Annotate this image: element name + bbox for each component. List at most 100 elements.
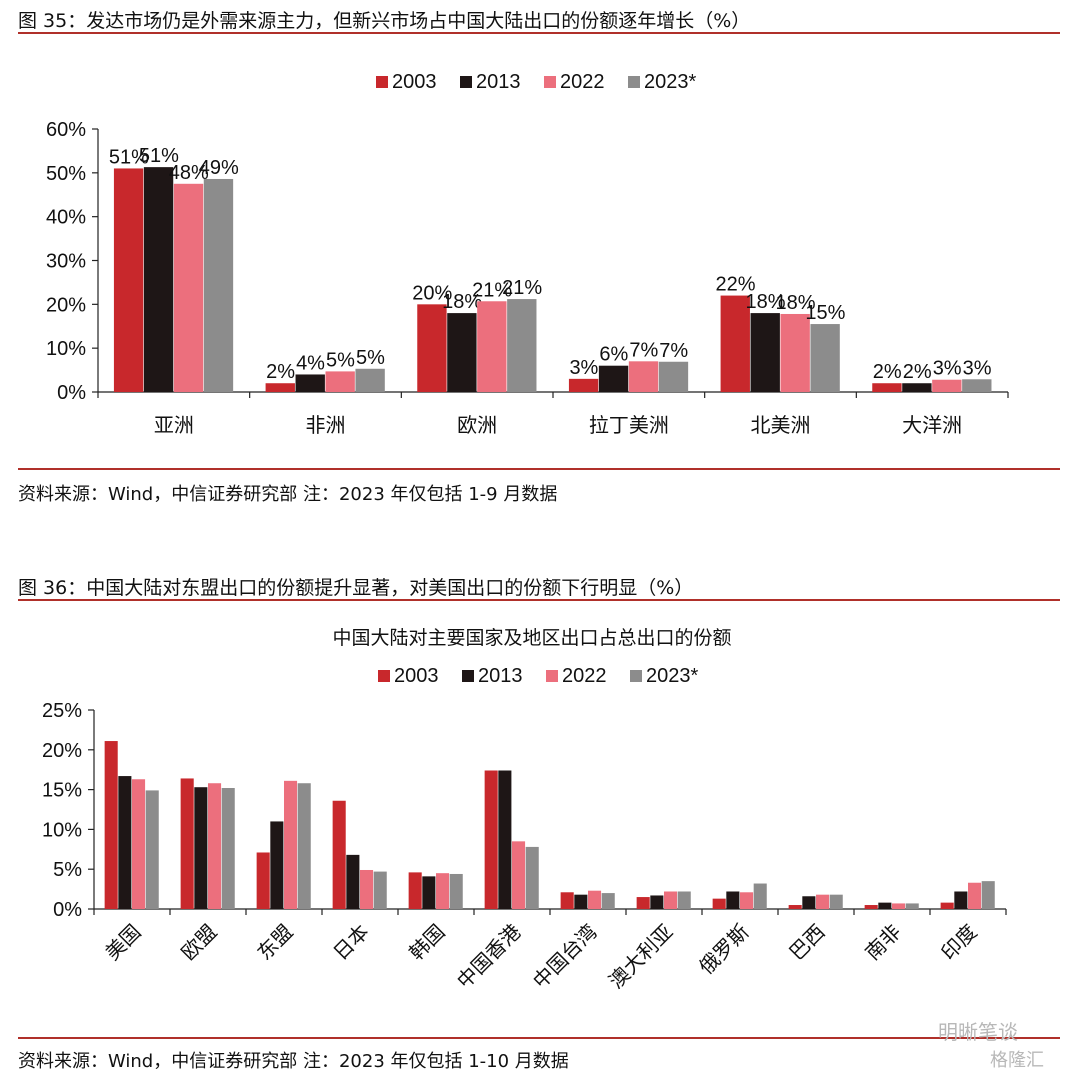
category-label-韩国: 韩国: [404, 920, 449, 965]
data-label-欧洲-2022: 21%: [472, 279, 512, 301]
bar-拉丁美洲-2013: [598, 365, 629, 392]
bar-巴西-2023*: [829, 894, 843, 909]
bar-巴西-2013: [802, 896, 816, 909]
bar-亚洲-2003: [113, 168, 144, 392]
category-label-澳大利亚: 澳大利亚: [604, 920, 678, 994]
figure-35-source: 资料来源：Wind，中信证券研究部 注：2023 年仅包括 1-9 月数据: [18, 484, 558, 505]
y-tick-label: 40%: [46, 207, 86, 229]
category-label-俄罗斯: 俄罗斯: [694, 920, 753, 979]
bar-东盟-2013: [270, 821, 284, 909]
figure-36-title: 图 36：中国大陆对东盟出口的份额提升显著，对美国出口的份额下行明显（%）: [18, 577, 694, 599]
bar-中国香港-2013: [498, 770, 512, 909]
data-label-非洲-2013: 4%: [296, 352, 325, 374]
bar-巴西-2022: [816, 894, 830, 909]
category-label-欧盟: 欧盟: [176, 920, 221, 965]
bar-韩国-2023*: [449, 873, 463, 909]
category-label-美国: 美国: [100, 920, 145, 965]
legend-swatch-2003: [376, 76, 388, 88]
data-label-拉丁美洲-2023*: 7%: [659, 340, 688, 362]
data-label-拉丁美洲-2003: 3%: [569, 357, 598, 379]
bar-欧洲-2022: [477, 301, 507, 392]
figure-36-source: 资料来源：Wind，中信证券研究部 注：2023 年仅包括 1-10 月数据: [18, 1051, 569, 1072]
bar-中国香港-2023*: [525, 846, 539, 909]
data-label-欧洲-2003: 20%: [412, 282, 452, 304]
bar-非洲-2003: [265, 383, 295, 392]
legend-label-2023*: 2023*: [646, 665, 698, 687]
bar-非洲-2023*: [355, 368, 385, 392]
figure-36-bottom-rule: [18, 1037, 1060, 1039]
legend-label-2022: 2022: [562, 665, 607, 687]
legend-swatch-2023*: [630, 670, 642, 682]
figure-35-top-rule: [18, 32, 1060, 34]
bar-拉丁美洲-2003: [568, 378, 599, 392]
bar-中国台湾-2023*: [601, 893, 615, 909]
bar-俄罗斯-2003: [712, 898, 726, 909]
bar-俄罗斯-2023*: [753, 883, 767, 909]
y-tick-label: 15%: [42, 780, 82, 802]
figure-36-top-rule: [18, 599, 1060, 601]
bar-拉丁美洲-2023*: [658, 361, 689, 392]
legend-label-2003: 2003: [392, 71, 437, 93]
bar-欧盟-2023*: [221, 788, 235, 909]
bar-俄罗斯-2022: [740, 892, 754, 909]
bar-印度-2013: [954, 891, 968, 909]
category-label-南非: 南非: [860, 920, 905, 965]
legend-swatch-2003: [378, 670, 390, 682]
data-label-非洲-2003: 2%: [266, 361, 295, 383]
legend-swatch-2013: [460, 76, 472, 88]
legend-label-2013: 2013: [478, 665, 523, 687]
data-label-北美洲-2023*: 15%: [805, 302, 845, 324]
category-label-北美洲: 北美洲: [751, 413, 811, 437]
data-label-大洋洲-2022: 3%: [933, 358, 962, 380]
category-label-日本: 日本: [328, 920, 373, 965]
y-tick-label: 10%: [42, 819, 82, 841]
bar-韩国-2022: [436, 873, 450, 909]
bar-中国香港-2022: [512, 841, 526, 909]
category-label-大洋洲: 大洋洲: [902, 413, 962, 437]
bar-澳大利亚-2023*: [677, 891, 691, 909]
legend-label-2023*: 2023*: [644, 71, 696, 93]
data-label-亚洲-2003: 51%: [109, 146, 149, 168]
chart-title: 中国大陆对主要国家及地区出口占总出口的份额: [332, 627, 731, 649]
bar-北美洲-2022: [780, 313, 810, 392]
bar-大洋洲-2022: [932, 379, 962, 392]
bar-北美洲-2023*: [810, 324, 840, 392]
data-label-非洲-2022: 5%: [326, 349, 355, 371]
category-label-欧洲: 欧洲: [457, 413, 497, 437]
category-label-中国台湾: 中国台湾: [528, 920, 602, 994]
bar-中国香港-2003: [484, 770, 498, 909]
bar-印度-2023*: [981, 881, 995, 909]
data-label-北美洲-2003: 22%: [716, 274, 756, 296]
y-tick-label: 20%: [42, 740, 82, 762]
bar-日本-2003: [332, 800, 346, 909]
data-label-欧洲-2023*: 21%: [502, 277, 542, 299]
bar-俄罗斯-2013: [726, 891, 740, 909]
bar-美国-2013: [118, 776, 132, 909]
bar-巴西-2003: [788, 905, 802, 909]
category-label-东盟: 东盟: [252, 920, 297, 965]
data-label-拉丁美洲-2022: 7%: [629, 339, 658, 361]
bar-亚洲-2023*: [203, 178, 234, 392]
data-label-欧洲-2013: 18%: [442, 291, 482, 313]
bar-日本-2022: [360, 869, 374, 909]
bar-中国台湾-2003: [560, 892, 574, 909]
bar-亚洲-2022: [173, 183, 204, 392]
bar-南非-2022: [892, 903, 906, 909]
bar-欧洲-2023*: [507, 299, 537, 392]
y-tick-label: 20%: [46, 294, 86, 316]
country-share-chart: 中国大陆对主要国家及地区出口占总出口的份额 2003 2013 2022 2023* 0%…: [42, 627, 1007, 994]
bar-大洋洲-2023*: [962, 379, 992, 392]
category-label-拉丁美洲: 拉丁美洲: [589, 413, 669, 437]
bar-印度-2003: [940, 902, 954, 909]
legend-label-2013: 2013: [476, 71, 521, 93]
bar-大洋洲-2003: [872, 383, 902, 392]
y-tick-label: 50%: [46, 163, 86, 185]
y-tick-label: 60%: [46, 119, 86, 141]
data-label-亚洲-2022: 48%: [169, 162, 209, 184]
bar-日本-2023*: [373, 871, 387, 909]
bar-南非-2003: [864, 905, 878, 909]
category-label-亚洲: 亚洲: [154, 413, 194, 437]
bar-欧洲-2013: [447, 313, 477, 392]
legend-swatch-2023*: [628, 76, 640, 88]
bar-澳大利亚-2013: [650, 895, 664, 909]
